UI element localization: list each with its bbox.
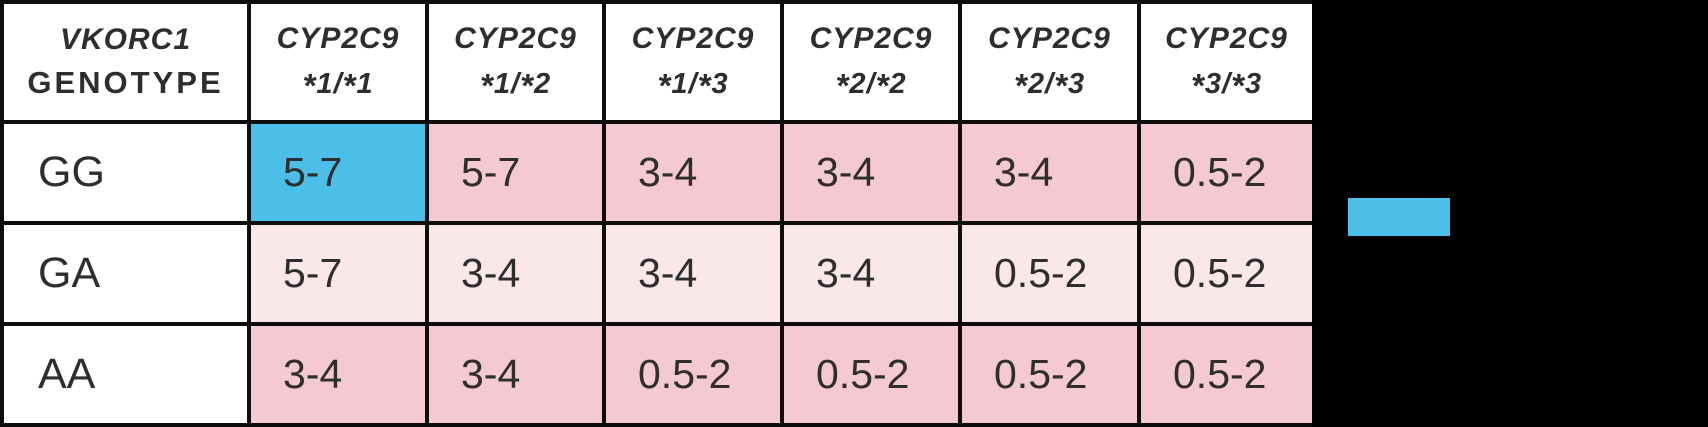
column-header-diplotype: *2/*2 <box>835 67 907 106</box>
row-label-gg: GG <box>0 120 251 225</box>
dose-cell-aa-1-1: 3-4 <box>247 322 429 427</box>
table-row-ga: GA 5-7 3-4 3-4 3-4 0.5-2 0.5-2 <box>0 221 1316 326</box>
column-header-cyp2c9-2-3: CYP2C9 *2/*3 <box>958 0 1141 124</box>
column-header-cyp2c9-2-2: CYP2C9 *2/*2 <box>780 0 962 124</box>
dose-cell-ga-1-2: 3-4 <box>425 221 606 326</box>
dose-cell-gg-1-1: 5-7 <box>247 120 429 225</box>
column-header-gene: CYP2C9 <box>1165 21 1288 55</box>
column-header-cyp2c9-3-3: CYP2C9 *3/*3 <box>1137 0 1316 124</box>
dose-cell-gg-2-2: 3-4 <box>780 120 962 225</box>
dose-cell-ga-2-3: 0.5-2 <box>958 221 1141 326</box>
row-label-aa: AA <box>0 322 251 427</box>
column-header-diplotype: *2/*3 <box>1013 67 1086 106</box>
dose-cell-gg-3-3: 0.5-2 <box>1137 120 1316 225</box>
column-header-gene: CYP2C9 <box>988 21 1111 55</box>
column-header-gene: CYP2C9 <box>454 21 577 55</box>
column-header-diplotype: *1/*2 <box>479 67 552 106</box>
side-panel <box>1312 0 1708 427</box>
dose-cell-ga-3-3: 0.5-2 <box>1137 221 1316 326</box>
column-header-diplotype: *3/*3 <box>1190 67 1263 106</box>
dose-cell-ga-1-1: 5-7 <box>247 221 429 326</box>
dose-cell-gg-2-3: 3-4 <box>958 120 1141 225</box>
dose-cell-aa-3-3: 0.5-2 <box>1137 322 1316 427</box>
corner-header-vkorc1-genotype: VKORC1 GENOTYPE <box>0 0 251 124</box>
dose-cell-aa-1-3: 0.5-2 <box>602 322 784 427</box>
table-row-aa: AA 3-4 3-4 0.5-2 0.5-2 0.5-2 0.5-2 <box>0 322 1316 427</box>
highlight-legend-swatch <box>1348 198 1450 236</box>
dose-cell-ga-1-3: 3-4 <box>602 221 784 326</box>
table-row-gg: GG 5-7 5-7 3-4 3-4 3-4 0.5-2 <box>0 120 1316 225</box>
corner-header-line1: VKORC1 <box>59 23 192 57</box>
dose-cell-gg-1-2: 5-7 <box>425 120 606 225</box>
column-header-cyp2c9-1-3: CYP2C9 *1/*3 <box>602 0 784 124</box>
dose-cell-aa-2-3: 0.5-2 <box>958 322 1141 427</box>
dose-cell-aa-2-2: 0.5-2 <box>780 322 962 427</box>
row-label-ga: GA <box>0 221 251 326</box>
column-header-diplotype: *1/*3 <box>657 67 729 106</box>
dose-cell-ga-2-2: 3-4 <box>780 221 962 326</box>
column-header-gene: CYP2C9 <box>809 21 933 55</box>
corner-header-line2: GENOTYPE <box>27 65 224 101</box>
column-header-gene: CYP2C9 <box>276 21 400 55</box>
warfarin-dose-table: VKORC1 GENOTYPE CYP2C9 *1/*1 CYP2C9 *1/*… <box>0 0 1316 427</box>
column-header-cyp2c9-1-1: CYP2C9 *1/*1 <box>247 0 429 124</box>
table-header-row: VKORC1 GENOTYPE CYP2C9 *1/*1 CYP2C9 *1/*… <box>0 0 1316 124</box>
dose-cell-aa-1-2: 3-4 <box>425 322 606 427</box>
column-header-gene: CYP2C9 <box>631 21 755 55</box>
column-header-cyp2c9-1-2: CYP2C9 *1/*2 <box>425 0 606 124</box>
dose-cell-gg-1-3: 3-4 <box>602 120 784 225</box>
column-header-diplotype: *1/*1 <box>302 67 374 106</box>
